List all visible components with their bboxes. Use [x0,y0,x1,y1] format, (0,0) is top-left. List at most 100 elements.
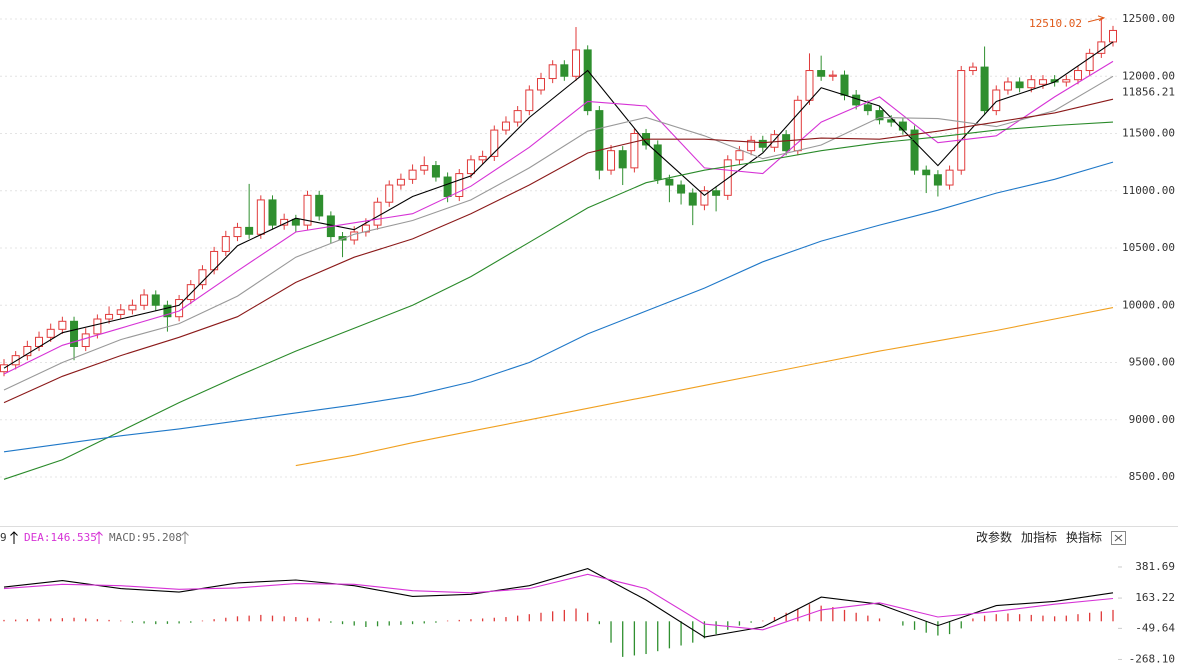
candle-body [443,176,452,197]
candle-body [1038,79,1047,85]
candle-body [256,199,265,235]
candle-body [840,74,849,96]
candle-body [700,190,709,206]
moving-average-line [3,161,1114,453]
candle-body [478,155,487,161]
candle-body [583,49,592,112]
candle-body [501,121,510,131]
candle-body [455,173,464,197]
candle-body [186,284,195,301]
button[interactable]: 加指标 [1021,530,1057,545]
moving-average-line [3,98,1114,404]
macd-label: MACD:95.208 [109,531,182,544]
candle-body [630,133,639,169]
candle-body [536,78,545,91]
candle-body [338,236,347,241]
y-tick-label: 381.69 [1135,560,1175,573]
candle-body [128,304,137,311]
dif-label: 9 [0,531,7,544]
y-tick-label: 9000.00 [1129,413,1175,426]
arrow-icon [95,531,103,544]
candle-body [221,236,230,252]
candle-body [396,178,405,186]
arrow-icon [181,531,189,544]
candle-body [618,150,627,169]
high-marker-label: 12510.02 [1029,17,1082,30]
candle-body [548,64,557,80]
close-button[interactable] [1111,531,1126,545]
candle-body [595,110,604,171]
arrow-icon [10,531,18,544]
y-tick-label: 12000.00 [1122,69,1175,82]
candle-body [607,150,616,171]
candle-body [268,199,277,226]
candle-body [875,110,884,121]
candle-body [910,129,919,171]
candle-body [653,144,662,180]
y-tick-label: 12500.00 [1122,12,1175,25]
candle-body [151,294,160,306]
moving-average-line [3,75,1114,391]
candle-body [560,64,569,77]
candle-body [782,134,791,152]
candle-body [315,194,324,217]
candle-body [968,66,977,72]
candle-body [233,226,242,238]
moving-average-line [3,60,1114,375]
candle-body [70,320,79,347]
candle-body [957,70,966,171]
candle-body [863,104,872,112]
candle-body [58,320,67,330]
candle-body [245,226,254,235]
button[interactable]: 改参数 [976,530,1012,545]
candle-body [93,318,102,335]
candle-body [420,165,429,171]
candle-body [11,355,20,366]
button[interactable]: 换指标 [1066,530,1102,545]
candle-body [466,159,475,175]
candle-body [46,328,55,338]
y-tick-label: 8500.00 [1129,470,1175,483]
candle-body [385,184,394,203]
candle-body [81,333,90,347]
y-tick-label: 10500.00 [1122,241,1175,254]
candle-body [735,150,744,161]
candle-body [116,309,125,315]
candle-body [805,70,814,101]
y-tick-label: -268.10 [1129,652,1175,664]
candle-body [1015,81,1024,89]
candle-body [980,66,989,112]
candle-body [303,194,312,226]
moving-average-line [295,307,1114,467]
y-tick-label: 10000.00 [1122,298,1175,311]
moving-average-line [3,41,1114,369]
candle-body [712,190,721,196]
macd-header: 9 DEA:146.535 MACD:95.208 改参数 加指标 换指标 [0,530,1126,545]
dea-label: DEA:146.535 [24,531,97,544]
candle-body [163,304,172,318]
candle-body [513,110,522,123]
candle-body [1027,79,1036,89]
candle-body [747,139,756,152]
dea-line [3,573,1114,631]
candle-body [758,139,767,148]
candle-body [1062,79,1071,83]
candle-body [291,218,300,226]
candle-body [140,294,149,306]
candle-body [817,70,826,77]
candle-body [677,184,686,194]
last-price-label: 11856.21 [1122,86,1175,99]
candle-body [1085,52,1094,72]
y-tick-label: 9500.00 [1129,356,1175,369]
candle-body [23,345,32,357]
high-marker-arrow [1087,15,1106,23]
candle-body [723,159,732,196]
y-tick-label: 163.22 [1135,591,1175,604]
candle-body [105,313,114,320]
y-tick-label: 11500.00 [1122,127,1175,140]
y-tick-label: 11000.00 [1122,184,1175,197]
candle-body [828,74,837,77]
last-price-box [1119,84,1178,102]
y-tick-label: -49.64 [1135,621,1175,634]
candle-body [490,129,499,157]
